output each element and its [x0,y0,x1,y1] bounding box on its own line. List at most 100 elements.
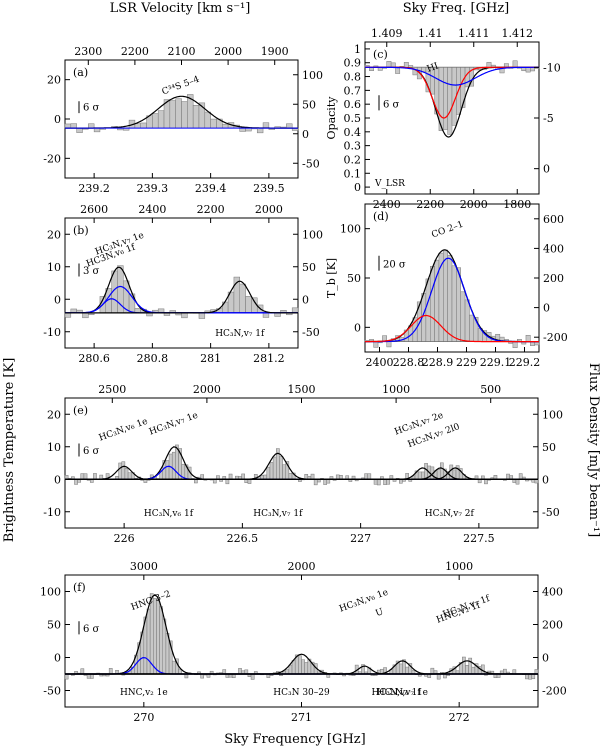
fit-curve [65,660,538,675]
fit-curve [65,467,538,480]
spectrum-bin [171,451,176,480]
spectrum-bin [266,466,271,480]
top-tick-label: 1000 [382,383,410,396]
y-tick-label: 1 [354,43,361,56]
x-tick-label: 229 [456,356,477,369]
spectrum-bin [291,307,299,314]
panel-f: 270 271 272 3000 2000 1000 -50 0 50 100 -200 0 200 40… [40,560,567,724]
line-label: HC₃N,v₆ 1e [98,417,149,444]
line-label: HC₃N,v₇ 1f [215,329,265,339]
spectrum-bin [443,67,448,130]
spectrum-bin [512,669,517,675]
spectrum-bin [86,673,91,679]
sigma-label: 6 σ [383,99,400,110]
y2-tick-label: 0 [302,293,309,306]
y-tick-label: 0.5 [344,112,362,125]
y2-tick-label: -50 [302,157,320,170]
x-tick-label: 227.5 [463,532,495,545]
panel-b: 280.6 280.8 281 281.2 2600 2400 2200 2000 -10 0 10… [43,203,323,365]
line-label: HI [426,61,441,74]
spectrum-bin [291,660,296,675]
spectrum-bin [395,67,401,74]
spectrum-bin [288,472,293,480]
spectrum-bin [436,673,441,680]
spectrum-bin [465,665,469,675]
y2-tick-label: 400 [542,586,563,599]
sigma-label: 6 σ [83,103,100,114]
spectrum-bin [403,62,409,68]
spectrum-bin [272,456,277,480]
x-tick-label: 280.6 [78,352,110,365]
x-tick-label: 281 [200,352,221,365]
spectrum-bin [74,479,78,485]
spectrum-bin [512,341,518,349]
line-label: HC₃N,v₆ 1f [144,509,194,519]
spectrum-bin [515,479,520,485]
spectrum-bin [425,278,431,342]
spectrum-bin [269,462,274,480]
top-tick-label: 2300 [74,45,102,58]
x-axis-label: V_LSR [374,179,405,189]
spectrum-bin [256,127,264,134]
fit-curve [65,446,538,480]
spectrum-bin [304,662,309,675]
y-tick-label: 0.4 [344,126,362,139]
top-tick-label: 1500 [288,383,316,396]
spectrum-bin [204,111,211,129]
y-tick-label: 0 [354,321,361,334]
line-label: HC₃N,v₇ 2f [425,509,475,519]
x-tick-label: 228.8 [393,356,425,369]
spectrum-bin [460,291,466,342]
line-label: HC₃N,v₇ 1e [148,411,199,438]
spectrum-bin [80,473,85,480]
spectrum-bin [509,475,514,480]
x-tick-label: 280.8 [137,352,169,365]
top-tick-label: 2000 [193,383,221,396]
spectrum-bin [364,473,368,480]
y2-tick-label: 50 [542,441,556,454]
left-axis-label: Brightness Temperature [K] [2,358,17,543]
y-tick-label: 50 [47,619,61,632]
spectrum-bin [430,266,435,342]
top-tick-label: 500 [480,383,501,396]
spectrum-bin [80,668,85,675]
y-tick-label: -10 [43,506,61,519]
spectrum-bin [310,473,315,480]
y2-tick-label: -200 [542,685,567,698]
right-axis-label: Flux Density [mJy beam⁻¹] [586,363,600,537]
x-tick-label: 229.1 [480,356,512,369]
spectrum-bin [468,657,473,675]
spectrum-bin [82,312,89,319]
line-label: HNC,v₂ 1e [120,688,168,698]
spectrum-bin [323,479,327,485]
top-tick-label: 2400 [138,203,166,216]
fit-curve [65,280,298,314]
spectrum-bin [503,668,507,675]
y-tick-label: 0 [54,293,61,306]
y-tick-label: 20 [47,228,61,241]
spectrum-bin [373,341,379,348]
spectrum-bin [462,656,466,675]
top-tick-label: 2600 [80,203,108,216]
x-tick-label: 239.2 [78,182,110,195]
spectrum-bin [210,118,217,129]
spectrum-bin [222,669,227,675]
spectrum-bin [263,474,268,480]
spectrum-bin [70,123,77,129]
spectrum-bin [464,299,470,342]
top-tick-label: 1.41 [418,27,443,40]
spectrum-bin [140,122,147,129]
y-tick-label: 0 [354,181,361,194]
y-tick-label: 0.9 [344,57,362,70]
x-tick-label: 227 [350,532,371,545]
spectrum-bin [225,479,230,485]
top-tick-label: 1900 [261,45,289,58]
line-label: HC₃N,v₇ 1f [253,509,303,519]
y-tick-label: -50 [43,685,61,698]
y-tick-label: 0 [54,652,61,665]
panel-label: (a) [73,66,88,79]
x-tick-label: 272 [449,711,470,724]
spectrum-bin [64,312,72,318]
spectrum-bin [335,474,340,480]
